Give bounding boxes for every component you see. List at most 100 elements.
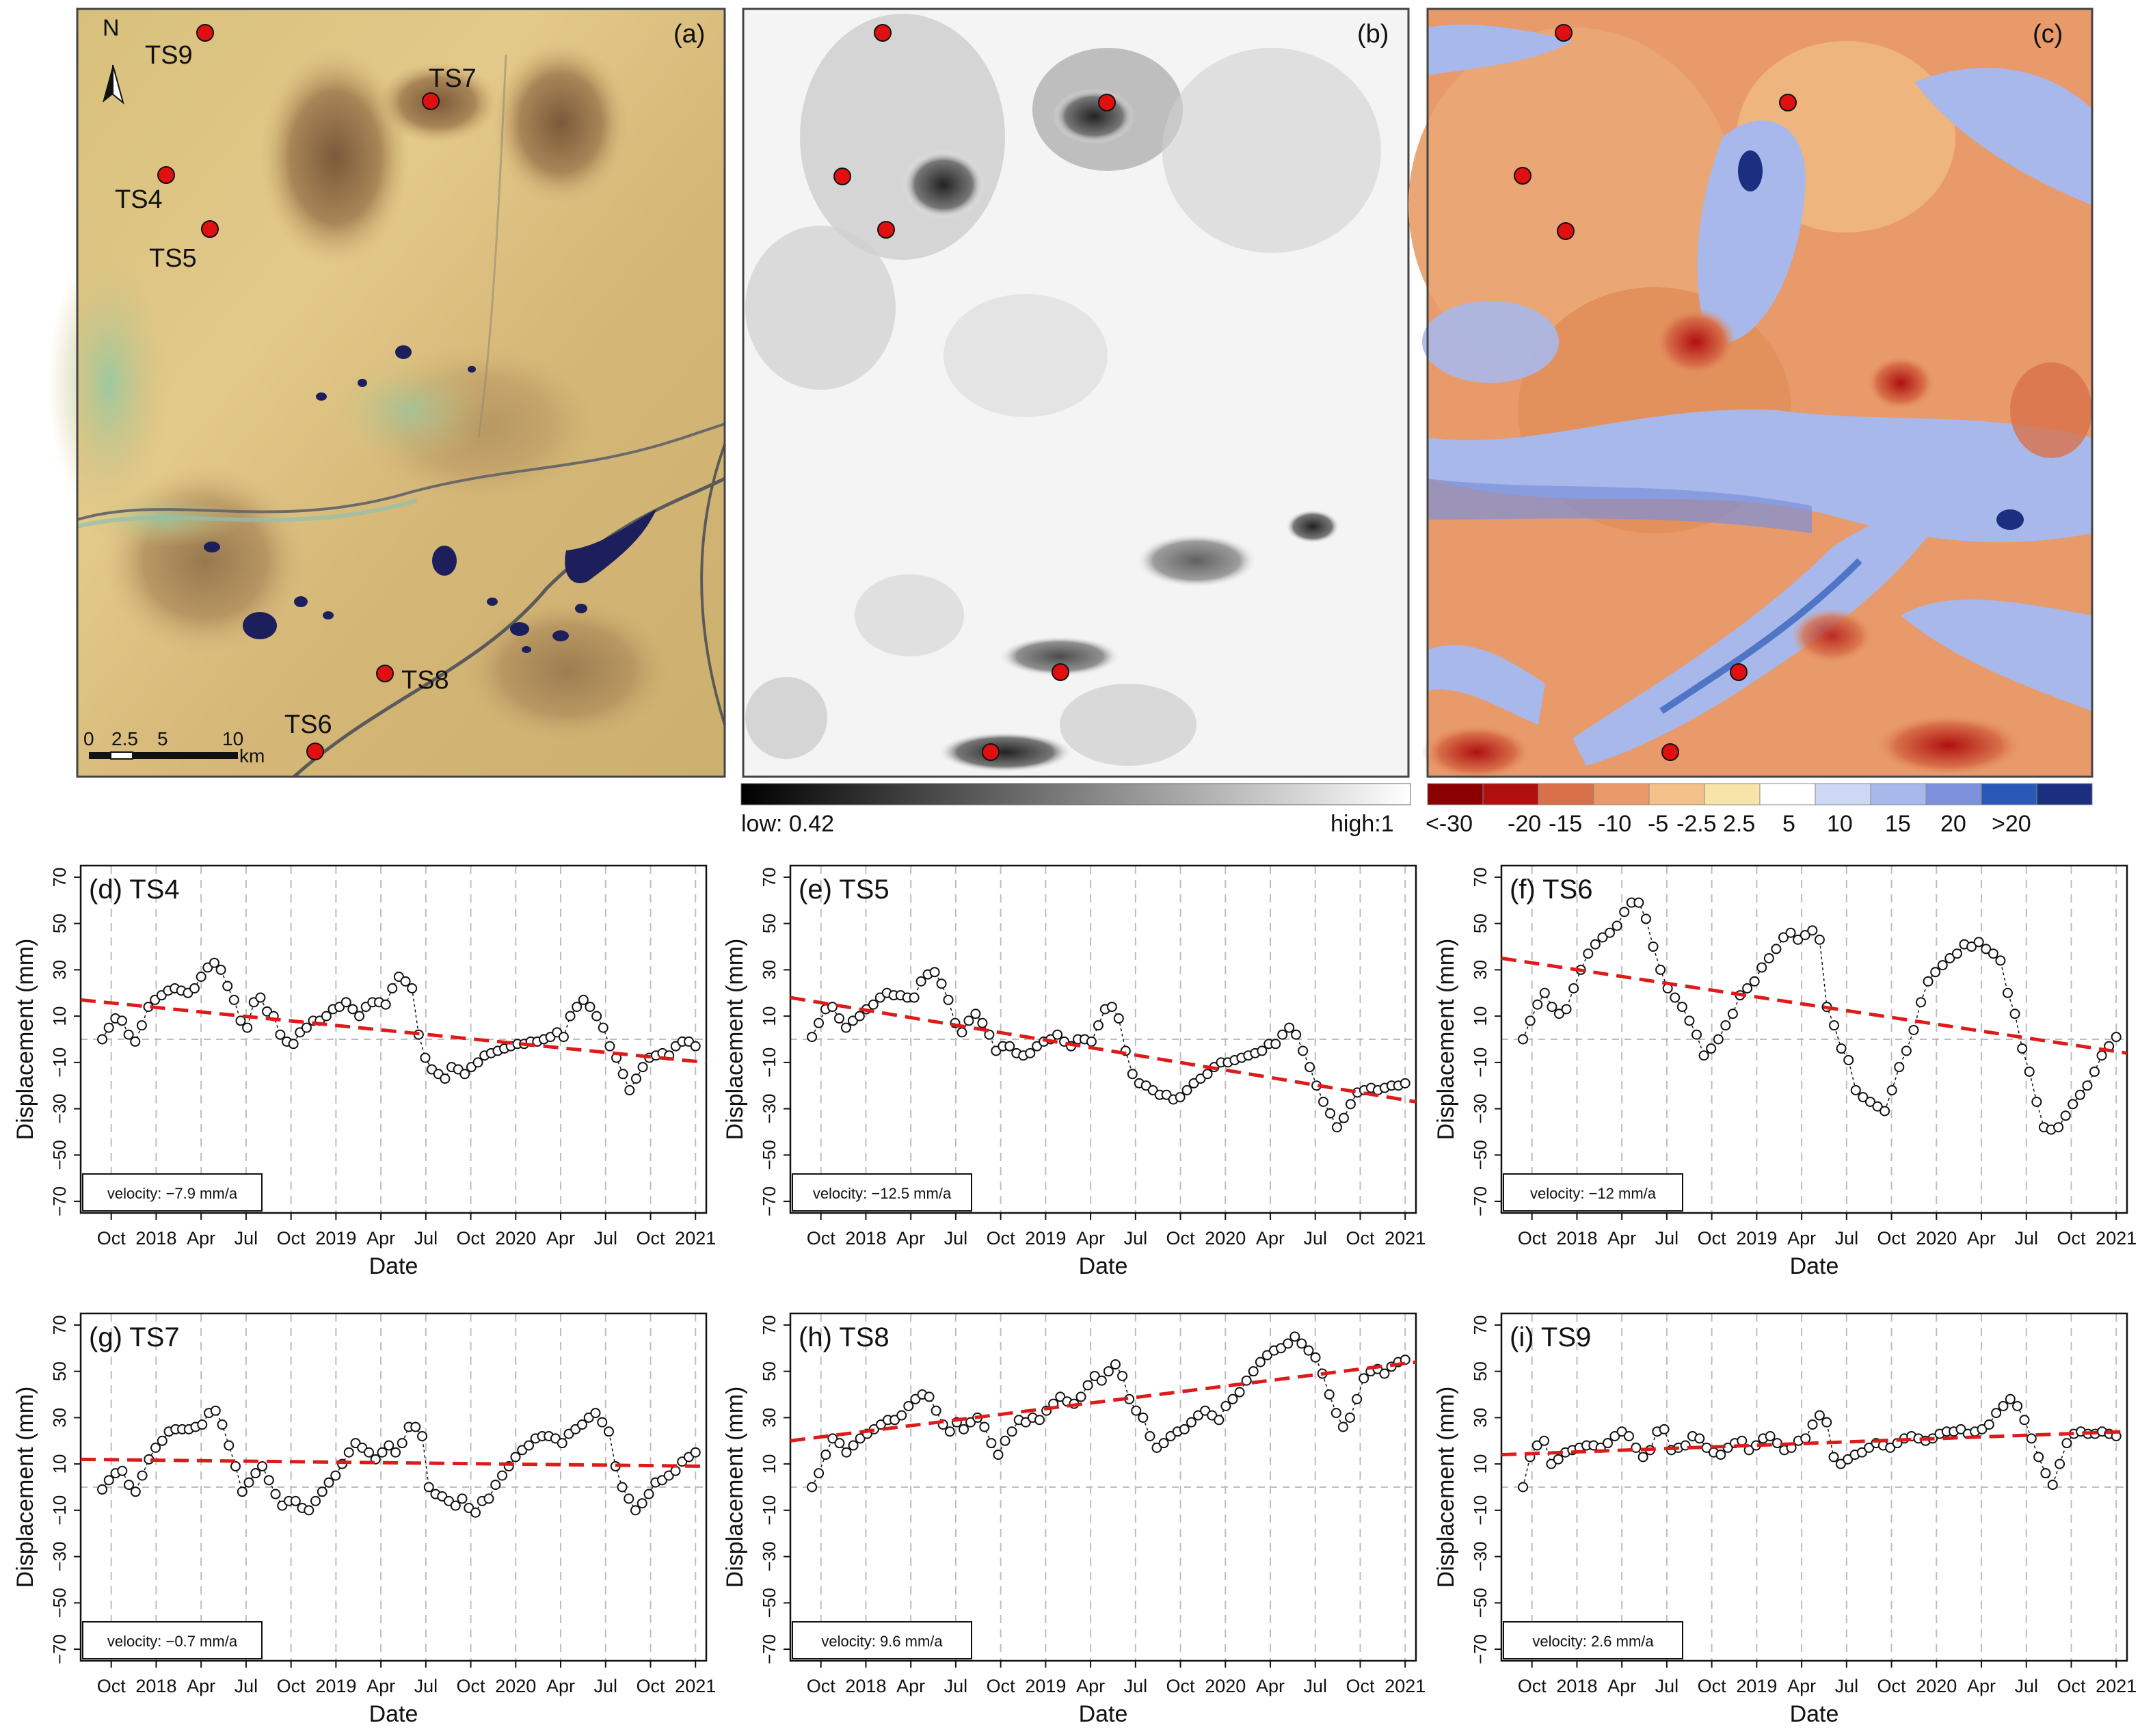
y-tick-label: −30: [759, 1542, 779, 1572]
y-tick-label: 10: [759, 1454, 779, 1474]
data-point: [1800, 1433, 1811, 1444]
x-tick-label: Apr: [366, 1228, 395, 1248]
y-tick-label: 70: [1470, 867, 1490, 887]
velocity-label: velocity: 9.6 mm/a: [821, 1633, 943, 1650]
station-marker-c-ts4[interactable]: [1514, 167, 1532, 185]
x-tick-label: 2019: [1025, 1676, 1066, 1696]
data-point: [1546, 1458, 1557, 1469]
station-marker-b-ts8[interactable]: [1052, 663, 1069, 681]
y-tick-label: −50: [759, 1588, 779, 1618]
scale-tick-5: 5: [157, 728, 168, 749]
data-point: [2074, 1089, 2085, 1100]
station-marker-ts5[interactable]: [201, 220, 219, 238]
station-marker-c-ts5[interactable]: [1557, 222, 1575, 240]
station-marker-c-ts8[interactable]: [1730, 663, 1748, 681]
data-point: [304, 1505, 315, 1516]
station-marker-b-ts6[interactable]: [982, 743, 1000, 761]
x-tick-label: Oct: [1518, 1676, 1547, 1696]
data-point: [1800, 930, 1810, 941]
x-axis-title: Date: [1079, 1701, 1128, 1727]
station-marker-ts6[interactable]: [306, 743, 324, 760]
station-marker-b-ts4[interactable]: [833, 168, 851, 185]
station-marker-c-ts6[interactable]: [1661, 743, 1679, 761]
x-tick-label: Oct: [457, 1228, 486, 1248]
x-tick-label: Apr: [1967, 1228, 1996, 1248]
data-point: [242, 1022, 253, 1033]
station-marker-b-ts7[interactable]: [1098, 94, 1116, 111]
x-tick-label: Jul: [1124, 1228, 1148, 1248]
x-tick-label: Apr: [546, 1676, 575, 1696]
data-point: [1864, 1442, 1875, 1453]
y-tick-label: −10: [759, 1495, 779, 1525]
scale-tick-10: 10: [222, 728, 243, 749]
x-tick-label: Oct: [1698, 1676, 1727, 1696]
data-point: [97, 1034, 108, 1045]
velocity-box: [792, 1621, 972, 1659]
data-point: [1110, 1359, 1121, 1370]
data-point: [2012, 1400, 2023, 1411]
station-marker-b-ts5[interactable]: [877, 221, 895, 239]
data-point: [1814, 1410, 1825, 1421]
chart-title: (g) TS7: [89, 1322, 180, 1352]
x-tick-label: 2018: [135, 1228, 176, 1248]
data-point: [1583, 948, 1594, 959]
colorbar-c-swatch: [1648, 783, 1705, 805]
data-point: [1995, 955, 2006, 966]
data-point: [936, 978, 947, 989]
trend-line: [790, 1360, 1417, 1443]
data-point: [597, 1417, 608, 1428]
data-point: [576, 1419, 587, 1430]
timeseries-charts: 70 50 30 10 −10 −30 −50 −70 Oct 2018 Apr Jul Oct 2019…: [12, 864, 2137, 1727]
data-point: [97, 1484, 108, 1495]
x-tick-label: Apr: [187, 1676, 215, 1696]
data-point: [1052, 1029, 1063, 1040]
y-tick-label: 70: [759, 1315, 779, 1335]
x-tick-label: 2019: [1025, 1228, 1066, 1248]
data-point: [1277, 1029, 1288, 1040]
x-tick-label: Apr: [187, 1228, 215, 1248]
velocity-box: [1503, 1173, 1683, 1212]
x-tick-label: Apr: [1076, 1228, 1105, 1248]
data-point: [1988, 948, 1998, 959]
data-point: [136, 1020, 147, 1031]
x-tick-label: Jul: [1835, 1228, 1859, 1248]
station-marker-ts7[interactable]: [422, 92, 440, 110]
y-axis-title: Displacement (mm): [722, 1387, 748, 1588]
data-point: [1032, 1041, 1043, 1052]
data-point: [670, 1465, 681, 1476]
data-point: [237, 1486, 248, 1497]
scale-tick-0: 0: [83, 728, 94, 749]
chart-e: 70 50 30 10 −10 −30 −50 −70 Oct 2018 Apr Jul Oct 2019…: [722, 864, 1426, 1279]
data-point: [1283, 1338, 1294, 1349]
velocity-box: [82, 1173, 263, 1212]
data-point: [243, 1477, 254, 1488]
data-point: [1843, 1454, 1854, 1465]
x-tick-label: 2019: [315, 1676, 356, 1696]
station-marker-ts8[interactable]: [376, 665, 394, 682]
x-tick-label: Oct: [277, 1676, 306, 1696]
data-point: [1568, 983, 1579, 993]
station-marker-b-ts9[interactable]: [874, 24, 892, 42]
data-point: [617, 1482, 628, 1493]
station-marker-ts9[interactable]: [196, 24, 214, 42]
x-tick-label: Jul: [944, 1228, 968, 1248]
data-point: [991, 1045, 1002, 1056]
scale-tick-2-5: 2.5: [111, 728, 138, 749]
x-tick-label: Oct: [636, 1228, 665, 1248]
data-point: [288, 1039, 299, 1050]
x-tick-label: 2020: [495, 1676, 536, 1696]
lake-shape: [565, 509, 656, 583]
chart-f: 70 50 30 10 −10 −30 −50 −70 Oct 2018 Apr Jul Oct 2019…: [1433, 864, 2137, 1279]
data-point: [1158, 1438, 1169, 1449]
station-marker-ts4[interactable]: [157, 166, 175, 184]
data-point: [2096, 1050, 2107, 1061]
data-point: [321, 1011, 332, 1021]
data-point: [1241, 1375, 1252, 1386]
station-label-ts5: TS5: [149, 244, 197, 273]
station-marker-c-ts9[interactable]: [1555, 24, 1573, 42]
station-marker-c-ts7[interactable]: [1779, 94, 1797, 111]
data-point: [1807, 925, 1818, 936]
y-tick-label: −50: [49, 1588, 70, 1618]
y-tick-label: −50: [1470, 1588, 1490, 1618]
data-point: [1793, 934, 1804, 945]
